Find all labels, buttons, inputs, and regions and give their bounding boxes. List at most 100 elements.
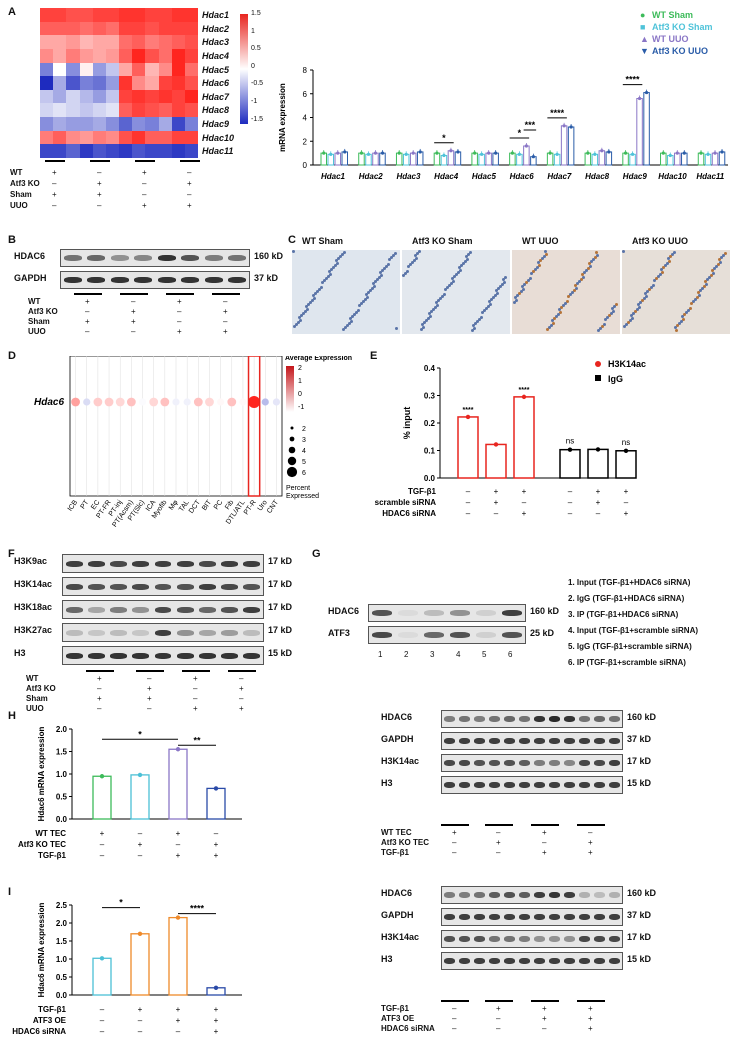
blot-band bbox=[65, 583, 83, 590]
colorbar-tick: 1 bbox=[251, 27, 255, 35]
heatmap-cell bbox=[105, 130, 120, 145]
nucleus bbox=[613, 305, 616, 308]
y-tick-label: 0.0 bbox=[56, 815, 68, 824]
heatmap-cell bbox=[53, 89, 67, 104]
design-row-label: TGF-β1 bbox=[408, 487, 437, 496]
design-sign: – bbox=[568, 487, 573, 496]
nucleus bbox=[557, 313, 560, 316]
blot-band bbox=[132, 629, 150, 636]
nucleus bbox=[518, 292, 521, 295]
significance-label: **** bbox=[463, 407, 474, 414]
micrograph-title: WT Sham bbox=[302, 236, 344, 246]
nucleus bbox=[712, 272, 715, 275]
heatmap-cell bbox=[158, 103, 173, 118]
nucleus bbox=[536, 266, 539, 269]
blot-band bbox=[228, 277, 247, 283]
nucleus bbox=[437, 299, 440, 302]
band-label: GAPDH bbox=[381, 734, 414, 744]
heatmap-cell bbox=[158, 35, 173, 50]
nucleus bbox=[525, 281, 528, 284]
blot-band bbox=[87, 606, 105, 613]
nucleus bbox=[690, 302, 693, 305]
heatmap-cell bbox=[79, 130, 94, 145]
design-sign: – bbox=[223, 297, 228, 306]
expression-dot bbox=[183, 398, 191, 406]
cluster-label: PC bbox=[213, 499, 224, 511]
design-sign: – bbox=[97, 684, 102, 693]
size-legend-dot bbox=[286, 466, 298, 478]
nucleus bbox=[488, 300, 491, 303]
design-sign: + bbox=[176, 851, 181, 860]
blot-band bbox=[132, 583, 150, 590]
data-point bbox=[175, 915, 181, 920]
nucleus bbox=[588, 262, 591, 265]
blot-band bbox=[458, 738, 471, 744]
heatmap-cell bbox=[184, 62, 199, 77]
nucleus bbox=[560, 306, 563, 309]
data-point bbox=[623, 448, 629, 453]
bar bbox=[516, 153, 523, 166]
legend-label: WT Sham bbox=[652, 10, 694, 20]
heatmap-cell bbox=[145, 21, 159, 36]
group-bar bbox=[180, 160, 200, 162]
nucleus bbox=[350, 320, 353, 323]
nucleus bbox=[429, 315, 432, 318]
nucleus bbox=[336, 262, 339, 265]
design-sign: – bbox=[596, 509, 601, 518]
blot-band bbox=[450, 610, 470, 616]
x-tick-label: Hdac9 bbox=[623, 172, 648, 181]
nucleus bbox=[369, 289, 372, 292]
blot-band bbox=[181, 255, 200, 261]
nucleus bbox=[427, 317, 430, 320]
design-sign: + bbox=[214, 851, 219, 860]
nucleus bbox=[710, 274, 713, 277]
size-legend-dot bbox=[287, 456, 297, 466]
nucleus bbox=[645, 295, 648, 298]
heatmap-cell bbox=[66, 8, 80, 23]
blot-band bbox=[458, 892, 471, 898]
heatmap-cell bbox=[92, 48, 107, 64]
micrograph-title: WT UUO bbox=[522, 236, 559, 246]
expression-dot bbox=[217, 398, 225, 406]
group-bar bbox=[90, 160, 110, 162]
y-tick-label: 8 bbox=[303, 66, 308, 75]
legend-marker: ▼ bbox=[640, 46, 649, 56]
heatmap-cell bbox=[105, 62, 120, 77]
blot-band bbox=[503, 760, 516, 766]
heatmap-cell bbox=[79, 76, 94, 91]
blot-band bbox=[443, 738, 456, 744]
blot-strip bbox=[62, 600, 264, 619]
blot-band bbox=[110, 629, 127, 636]
heatmap-cell bbox=[119, 76, 133, 91]
design-sign: + bbox=[97, 674, 102, 683]
design-sign: – bbox=[466, 509, 471, 518]
nucleus bbox=[704, 280, 707, 283]
heatmap-cell bbox=[66, 48, 80, 64]
bar bbox=[598, 150, 606, 166]
nucleus bbox=[334, 264, 337, 267]
blot-band bbox=[608, 716, 621, 722]
nucleus bbox=[582, 276, 585, 279]
nucleus bbox=[683, 313, 686, 316]
design-sign: + bbox=[588, 838, 593, 847]
design-sign: – bbox=[624, 498, 629, 507]
design-sign: – bbox=[100, 1027, 105, 1036]
bar bbox=[697, 152, 705, 166]
heatmap-cell bbox=[40, 35, 54, 50]
cluster-label: Fib bbox=[224, 499, 235, 511]
nucleus bbox=[698, 294, 701, 297]
blot-band bbox=[199, 652, 216, 659]
nucleus bbox=[436, 304, 439, 307]
nucleus bbox=[387, 263, 390, 266]
size-legend-title: Expressed bbox=[286, 493, 319, 500]
heatmap-cell bbox=[105, 76, 120, 91]
design-sign: – bbox=[496, 828, 501, 837]
lane-number: 2 bbox=[404, 650, 409, 659]
bar bbox=[334, 152, 341, 166]
heatmap-cell bbox=[79, 62, 94, 77]
blot-strip bbox=[441, 930, 623, 948]
heatmap-cell bbox=[158, 144, 173, 159]
bar bbox=[341, 151, 348, 166]
design-sign: + bbox=[588, 1024, 593, 1033]
heatmap-cell bbox=[119, 62, 133, 77]
